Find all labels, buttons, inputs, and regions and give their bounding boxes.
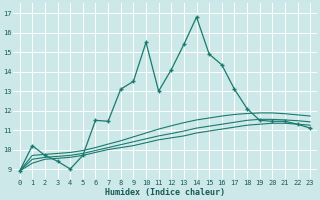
- X-axis label: Humidex (Indice chaleur): Humidex (Indice chaleur): [105, 188, 225, 197]
